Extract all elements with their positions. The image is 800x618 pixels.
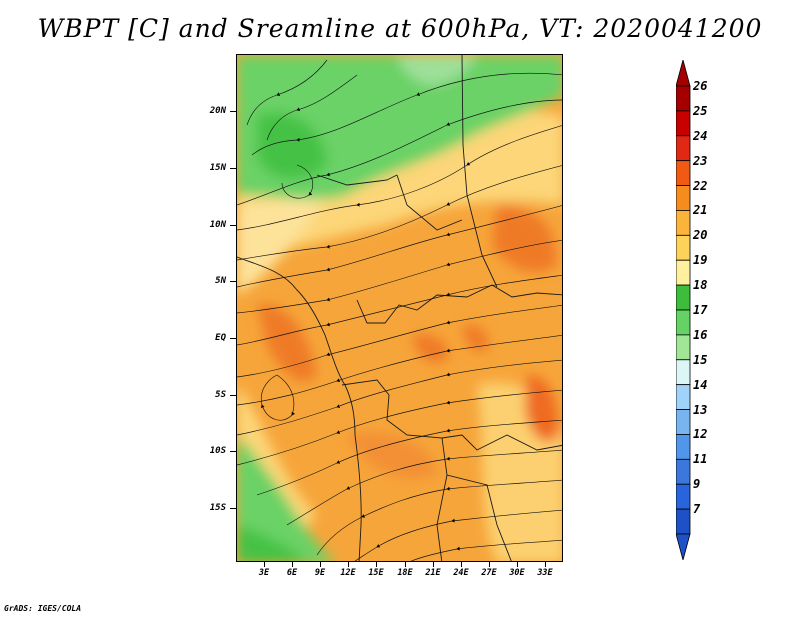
colorbar-swatch: [676, 85, 691, 112]
colorbar-label: 21: [693, 203, 708, 218]
colorbar-swatch: [676, 458, 691, 485]
colorbar-label: 14: [693, 377, 708, 392]
colorbar-label: 26: [693, 79, 708, 93]
lon-tick-mark: [376, 562, 377, 567]
colorbar-swatch: [676, 434, 691, 460]
lat-label: 10N: [209, 220, 226, 230]
colorbar-swatch: [676, 284, 691, 311]
lat-tick-mark: [230, 111, 236, 112]
colorbar-label: 9: [693, 477, 701, 492]
lon-tick-mark: [517, 562, 518, 567]
lon-tick-mark: [433, 562, 434, 567]
colorbar-swatch: [676, 309, 691, 336]
lon-tick-mark: [489, 562, 490, 567]
colorbar-label: 25: [693, 103, 708, 118]
colorbar-swatch: [676, 384, 691, 410]
lat-label: EQ: [215, 333, 226, 343]
lon-label: 3E: [258, 568, 270, 578]
colorbar-label: 7: [693, 502, 701, 517]
color-legend-bar: [676, 60, 691, 560]
colorbar-label: 12: [693, 427, 708, 442]
colorbar-label: 13: [693, 402, 708, 417]
colorbar-swatch: [676, 135, 691, 162]
map-title: WBPT [C] and Sreamline at 600hPa, VT: 20…: [37, 14, 763, 43]
lon-label: 24E: [453, 568, 469, 578]
lat-tick-mark: [230, 281, 236, 282]
colorbar-swatch: [676, 160, 691, 186]
lat-label: 15S: [209, 503, 226, 513]
lat-label: 15N: [209, 163, 226, 173]
colorbar-swatch: [676, 334, 691, 361]
colorbar-label: 19: [693, 253, 708, 268]
lat-label: 5N: [215, 276, 226, 286]
lat-tick-mark: [230, 225, 236, 226]
colorbar-swatch: [676, 234, 691, 261]
lat-label: 10S: [209, 446, 226, 456]
lon-label: 30E: [509, 568, 525, 578]
colorbar-swatch: [676, 359, 691, 386]
lon-tick-mark: [545, 562, 546, 567]
colorbar-swatch: [676, 259, 691, 286]
lat-tick-mark: [230, 451, 236, 452]
colorbar-label: 18: [693, 278, 708, 293]
lon-tick-mark: [405, 562, 406, 567]
colorbar-swatch: [676, 508, 691, 535]
colorbar-swatch: [676, 210, 691, 236]
colorbar-label: 17: [693, 303, 708, 317]
colorbar-label: 24: [693, 128, 708, 143]
colorbar-label: 23: [693, 153, 708, 168]
lon-label: 12E: [340, 568, 356, 578]
lon-label: 33E: [537, 568, 553, 578]
lon-tick-mark: [320, 562, 321, 567]
lat-label: 20N: [209, 106, 226, 116]
lat-tick-mark: [230, 338, 236, 339]
lon-tick-mark: [264, 562, 265, 567]
lon-label: 21E: [425, 568, 441, 578]
colorbar-swatch: [676, 185, 691, 211]
lon-tick-mark: [348, 562, 349, 567]
lon-label: 9E: [314, 568, 326, 578]
colorbar-swatch: [676, 409, 691, 435]
colorbar-bottom-arrow: [676, 533, 691, 560]
lon-label: 18E: [397, 568, 413, 578]
lat-tick-mark: [230, 508, 236, 509]
colorbar-swatch: [676, 483, 691, 510]
colorbar-swatch: [676, 110, 691, 137]
grads-credit: GrADS: IGES/COLA: [4, 604, 82, 613]
lat-tick-mark: [230, 395, 236, 396]
lat-tick-mark: [230, 168, 236, 169]
colorbar-label: 16: [693, 327, 708, 342]
map-plot-area: [236, 54, 563, 562]
colorbar-label: 22: [693, 178, 708, 193]
lon-tick-mark: [292, 562, 293, 567]
lat-label: 5S: [215, 390, 226, 400]
lon-tick-mark: [461, 562, 462, 567]
colorbar-label: 11: [693, 452, 708, 467]
colorbar-label: 20: [693, 228, 708, 243]
lon-label: 27E: [481, 568, 497, 578]
colorbar-label: 15: [693, 352, 708, 367]
colorbar-top-arrow: [676, 60, 691, 87]
lon-label: 15E: [368, 568, 384, 578]
wbpt-field: [237, 55, 562, 561]
lon-label: 6E: [286, 568, 298, 578]
